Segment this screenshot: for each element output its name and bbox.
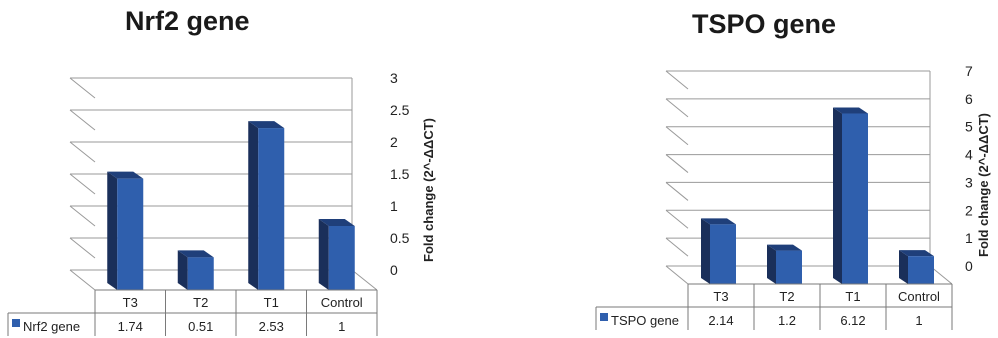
gridline-side bbox=[665, 98, 689, 118]
data-label: 6.12 bbox=[840, 313, 865, 328]
bar-front bbox=[187, 257, 214, 290]
bar-side bbox=[899, 250, 908, 284]
gridline-side bbox=[69, 173, 96, 195]
bar-top bbox=[177, 250, 214, 258]
bar bbox=[107, 171, 144, 290]
bar-top bbox=[701, 218, 736, 225]
category-label: T1 bbox=[845, 289, 860, 304]
category-label: Control bbox=[898, 289, 940, 304]
gridline-side bbox=[665, 265, 689, 285]
y-tick-label: 7 bbox=[965, 63, 973, 79]
y-tick-label: 1.5 bbox=[390, 166, 410, 182]
gridline-side bbox=[69, 205, 96, 227]
y-tick-label: 5 bbox=[965, 119, 973, 135]
category-label: T2 bbox=[193, 295, 208, 310]
gridline-side bbox=[665, 237, 689, 257]
category-label: Control bbox=[321, 295, 363, 310]
bar-front bbox=[776, 250, 802, 284]
gridline-side bbox=[665, 154, 689, 173]
bar bbox=[318, 219, 355, 290]
gridline-side bbox=[665, 70, 689, 90]
legend-swatch bbox=[600, 313, 608, 321]
chart-title: Nrf2 gene bbox=[125, 6, 250, 36]
bar bbox=[899, 250, 934, 284]
legend-label: TSPO gene bbox=[611, 313, 679, 328]
bar-top bbox=[899, 250, 934, 257]
y-tick-label: 1 bbox=[965, 230, 973, 246]
y-tick-label: 1 bbox=[390, 198, 398, 214]
tspo-chart-panel: TSPO gene 0 1 2 3 4 5 6 7 Fold change (2^-ΔΔCT) T… bbox=[580, 0, 998, 338]
gridline-side bbox=[69, 237, 96, 259]
bar-front bbox=[258, 128, 285, 290]
bar-top bbox=[833, 107, 868, 114]
y-tick-label: 2.5 bbox=[390, 102, 410, 118]
bar-side bbox=[107, 171, 118, 290]
y-tick-label: 4 bbox=[965, 147, 973, 163]
bar bbox=[701, 218, 736, 284]
y-tick-label: 6 bbox=[965, 91, 973, 107]
category-label: T1 bbox=[264, 295, 279, 310]
gridline-side bbox=[69, 141, 96, 163]
bar-side bbox=[833, 107, 842, 284]
data-label: 1.74 bbox=[118, 319, 143, 334]
gridline-side bbox=[665, 209, 689, 229]
bar-top bbox=[107, 171, 144, 179]
gridline-side bbox=[665, 126, 689, 146]
y-tick-label: 0 bbox=[390, 262, 398, 278]
data-label: 2.14 bbox=[708, 313, 733, 328]
category-label: T2 bbox=[779, 289, 794, 304]
gridline-side bbox=[69, 269, 96, 291]
data-label: 1 bbox=[915, 313, 922, 328]
tspo-chart-svg: 0 1 2 3 4 5 6 7 Fold change (2^-ΔΔCT) T3 2.14 T2 1.2… bbox=[595, 63, 991, 330]
category-label: T3 bbox=[123, 295, 138, 310]
y-tick-label: 2 bbox=[390, 134, 398, 150]
y-tick-label: 0 bbox=[965, 258, 973, 274]
category-label: T3 bbox=[713, 289, 728, 304]
chart-title: TSPO gene bbox=[692, 9, 837, 39]
y-tick-label: 3 bbox=[390, 70, 398, 86]
nrf2-chart-panel: Nrf2 gene 0 0.5 1 1.5 2 2.5 3 Fold change (2^-Δ… bbox=[0, 0, 490, 338]
bar-front bbox=[908, 256, 934, 284]
bar-top bbox=[248, 121, 285, 129]
legend-label: Nrf2 gene bbox=[23, 319, 80, 334]
bar-front bbox=[117, 178, 144, 290]
legend-swatch bbox=[12, 319, 20, 327]
data-label: 2.53 bbox=[259, 319, 284, 334]
gridline-side bbox=[69, 77, 96, 99]
floor-side bbox=[351, 269, 378, 291]
bar bbox=[177, 250, 214, 290]
bar bbox=[833, 107, 868, 284]
bar-top bbox=[767, 244, 802, 251]
y-axis-title: Fold change (2^-ΔΔCT) bbox=[976, 113, 991, 257]
y-tick-label: 0.5 bbox=[390, 230, 410, 246]
data-label: 0.51 bbox=[188, 319, 213, 334]
bar-side bbox=[248, 121, 259, 290]
y-tick-label: 3 bbox=[965, 174, 973, 190]
bar bbox=[767, 244, 802, 284]
bar-side bbox=[318, 219, 329, 290]
bar-top bbox=[318, 219, 355, 226]
bar bbox=[248, 121, 285, 290]
gridline-side bbox=[69, 109, 96, 131]
bar-front bbox=[328, 226, 355, 290]
bar-side bbox=[177, 250, 188, 290]
data-label: 1 bbox=[338, 319, 345, 334]
bar-front bbox=[842, 113, 868, 284]
data-label: 1.2 bbox=[778, 313, 796, 328]
gridline-side bbox=[665, 182, 689, 201]
bar-side bbox=[767, 244, 776, 284]
bar-front bbox=[710, 224, 736, 284]
bar-side bbox=[701, 218, 710, 284]
y-axis-title: Fold change (2^-ΔΔCT) bbox=[421, 118, 436, 262]
y-tick-label: 2 bbox=[965, 202, 973, 218]
